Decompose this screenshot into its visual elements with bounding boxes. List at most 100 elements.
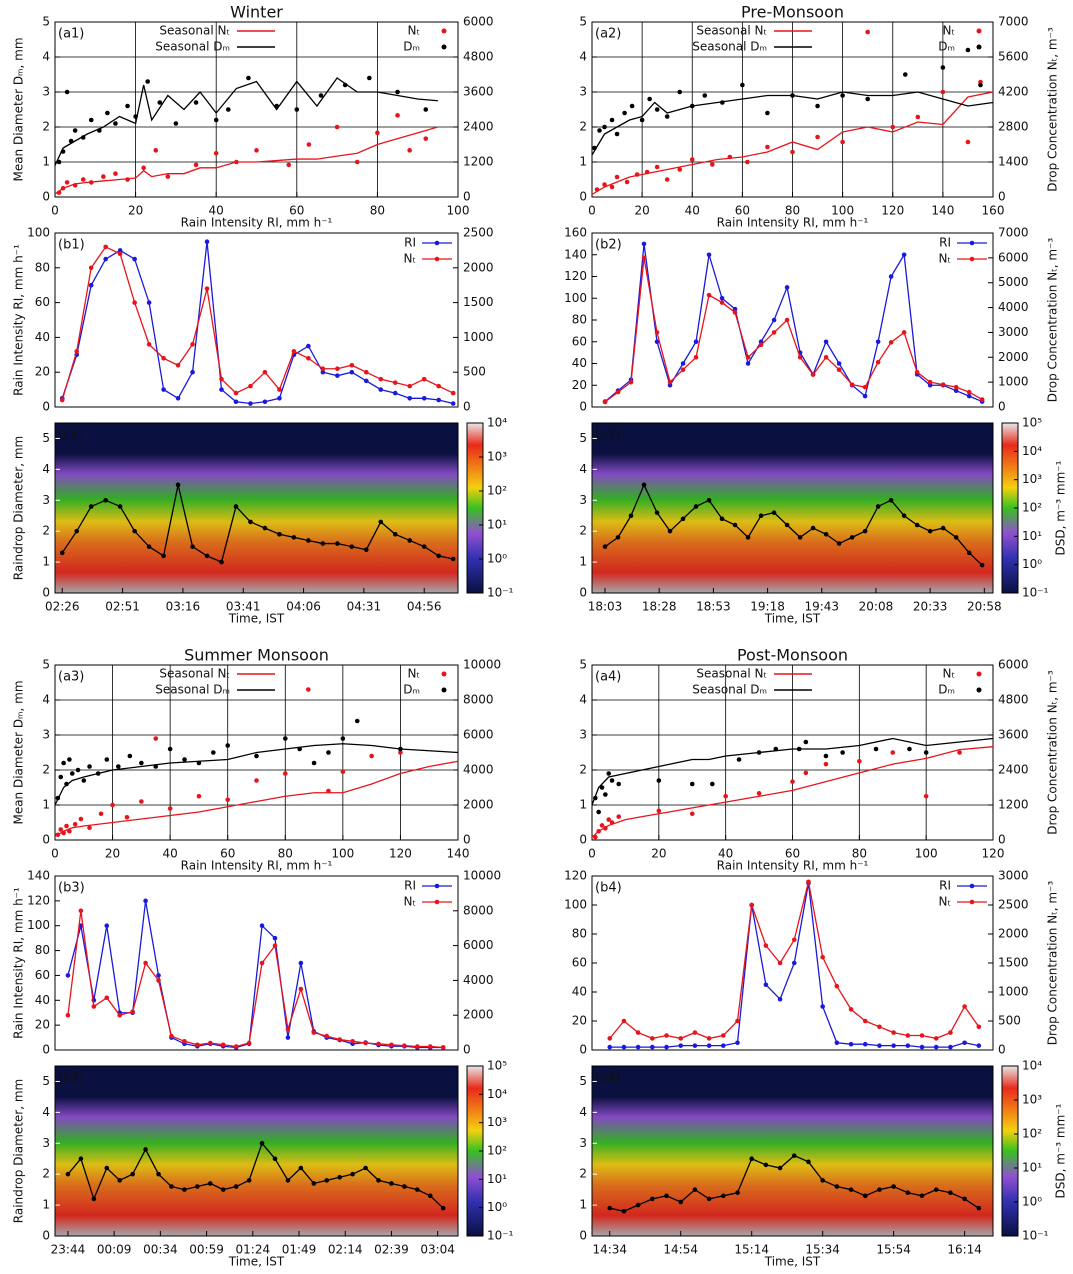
legend-label: Nₜ (942, 24, 955, 38)
chart-title: Post-Monsoon (737, 646, 848, 665)
data-point (609, 117, 615, 123)
data-point (117, 1178, 123, 1183)
data-point (56, 190, 62, 195)
data-point (797, 535, 803, 540)
data-point (248, 519, 253, 525)
panel-label: (a1) (58, 27, 84, 42)
y-tick-label: 3 (579, 728, 587, 742)
data-point (234, 159, 239, 165)
y2-tick-label: 500 (463, 365, 486, 379)
y-axis-label: Raindrop Diameter, mm (12, 436, 26, 580)
x-tick-label: 120 (389, 847, 412, 861)
data-point (320, 541, 326, 546)
legend-swatch (441, 671, 447, 677)
data-point (624, 179, 630, 185)
y-tick-label: 120 (27, 893, 50, 907)
data-point (91, 1196, 97, 1202)
data-point (67, 828, 72, 834)
data-point (796, 746, 802, 752)
data-point (979, 562, 985, 568)
data-point (113, 121, 118, 126)
data-point (810, 525, 816, 531)
data-point (639, 117, 645, 123)
y-tick-label: 80 (35, 260, 50, 274)
y-tick-label: 0 (42, 190, 50, 204)
data-point (277, 531, 282, 537)
plot-frame (591, 422, 994, 594)
data-point (101, 174, 106, 179)
data-point (735, 1040, 740, 1046)
colorbar-tick-label: 10³ (487, 450, 507, 464)
data-point (594, 187, 600, 192)
data-point (326, 750, 331, 755)
data-point (175, 362, 181, 368)
data-point (326, 788, 331, 794)
legend-label: RI (939, 879, 951, 893)
data-point (190, 544, 195, 549)
legend-label: Nₜ (938, 252, 951, 266)
dsd-field (55, 1066, 458, 1236)
data-point (603, 826, 608, 831)
colorbar-tick-label: 10¹ (487, 1172, 507, 1186)
data-point (153, 148, 159, 153)
legend-swatch (976, 44, 982, 50)
data-point (784, 317, 790, 323)
data-point (175, 482, 181, 488)
data-point (207, 1181, 213, 1186)
data-point (117, 1012, 123, 1018)
data-point (820, 954, 825, 960)
y-tick-label: 1 (579, 798, 587, 812)
colorbar-tick-label: 10² (487, 1144, 507, 1158)
data-point (363, 1165, 368, 1171)
data-point (277, 387, 282, 392)
data-point (87, 825, 92, 831)
data-point (124, 814, 130, 820)
data-point (72, 183, 78, 188)
y-tick-label: 60 (35, 968, 50, 982)
y2-tick-label: 4200 (998, 85, 1029, 99)
data-point (407, 538, 413, 543)
data-point (765, 110, 770, 116)
data-point (905, 1190, 911, 1196)
data-point (337, 1037, 342, 1042)
x-tick-label: 18:03 (588, 600, 623, 614)
y-tick-label: 80 (572, 927, 587, 941)
legend-swatch (441, 28, 447, 34)
legend-label: Nₜ (407, 667, 420, 681)
data-point (88, 180, 94, 185)
series-line (591, 91, 994, 156)
data-point (156, 973, 161, 978)
data-point (606, 817, 612, 822)
data-point (297, 746, 302, 752)
data-point (609, 820, 615, 825)
data-point (97, 128, 102, 133)
data-point (706, 1036, 712, 1041)
data-point (64, 781, 69, 787)
data-point (127, 753, 133, 759)
legend-label: Nₜ (407, 24, 420, 38)
data-point (219, 376, 224, 382)
data-point (207, 1040, 213, 1046)
data-point (103, 256, 108, 262)
y-axis-label: Mean Diameter Dₘ, mm (12, 680, 26, 824)
data-point (940, 65, 946, 70)
data-point (616, 781, 622, 787)
series-line (54, 760, 459, 838)
data-point (849, 535, 855, 540)
series-line (61, 246, 454, 401)
data-point (615, 535, 621, 540)
y2-tick-label: 0 (998, 833, 1006, 847)
panel-label: (c3) (58, 1071, 84, 1086)
data-point (905, 1043, 911, 1048)
y-tick-label: 20 (572, 1014, 587, 1028)
data-point (773, 746, 779, 752)
x-tick-label: 20:58 (967, 600, 1002, 614)
y2-tick-label: 1000 (463, 330, 494, 344)
data-point (848, 1041, 854, 1047)
y2-tick-label: 2500 (463, 226, 494, 240)
data-point (784, 285, 790, 290)
data-point (706, 1043, 712, 1048)
data-point (211, 750, 216, 755)
data-point (402, 1043, 407, 1048)
data-point (72, 821, 78, 827)
